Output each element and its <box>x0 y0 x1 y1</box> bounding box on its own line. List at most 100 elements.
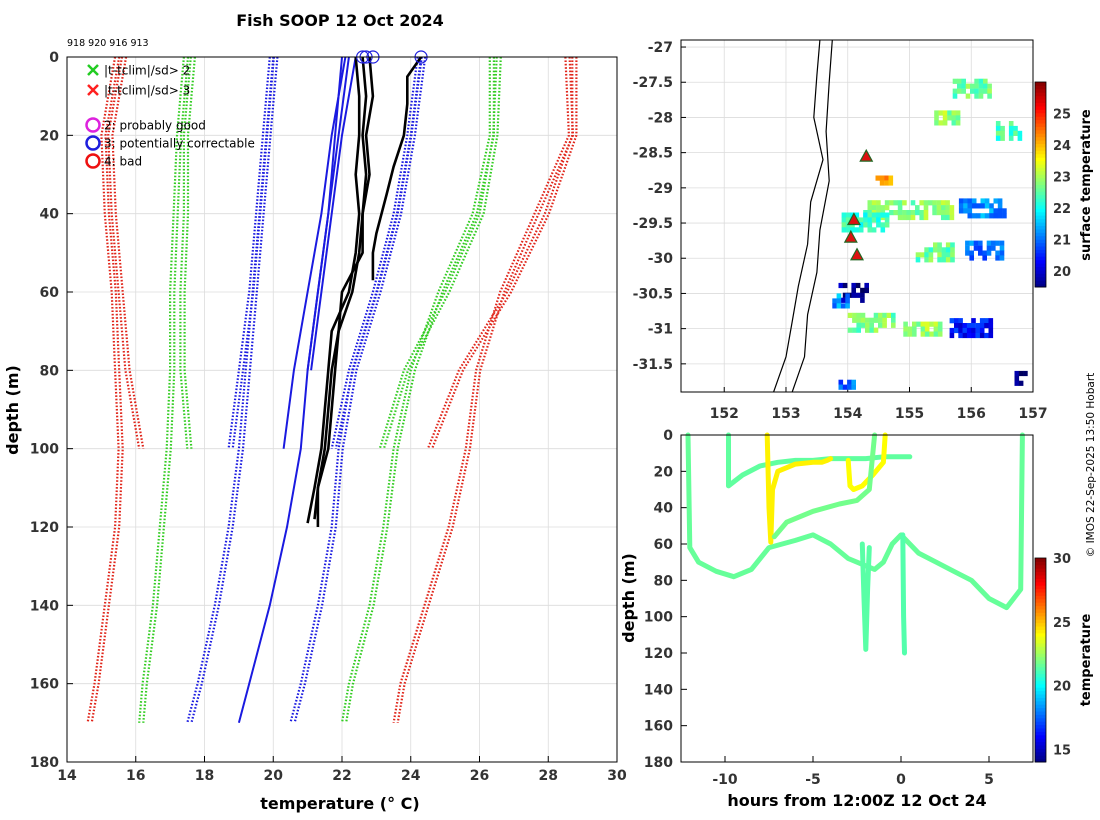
colorbar-swatch <box>1035 92 1046 97</box>
sst-pixel <box>880 227 886 233</box>
sst-pixel <box>955 110 961 116</box>
colorbar-swatch <box>1035 738 1046 743</box>
sst-pixel <box>880 212 886 218</box>
colorbar-swatch <box>1035 636 1046 641</box>
sst-pixel <box>993 198 999 204</box>
sst-pixel <box>987 83 992 89</box>
x-tick-label: -5 <box>805 772 821 788</box>
sst-pixel <box>978 245 983 251</box>
sst-pixel <box>976 203 981 209</box>
sst-pixel <box>832 298 837 304</box>
sst-pixel <box>934 115 939 121</box>
sst-pixel <box>856 322 861 328</box>
x-tick-label: 24 <box>401 768 421 784</box>
sst-pixel <box>962 323 968 329</box>
colorbar-tick-label: 22 <box>1053 202 1071 217</box>
sst-pixel <box>974 78 979 84</box>
sst-pixel <box>875 175 881 181</box>
colorbar-swatch <box>1035 575 1046 579</box>
sst-pixel <box>947 110 952 116</box>
sst-pixel <box>845 227 851 233</box>
sst-pixel <box>869 317 874 323</box>
sst-pixel <box>937 326 943 332</box>
colorbar-swatch <box>1035 218 1046 223</box>
sst-pixel <box>999 245 1005 251</box>
sst-pixel <box>949 205 955 211</box>
station-marker <box>849 247 865 261</box>
sst-pixel <box>970 88 975 94</box>
sst-pixel <box>970 83 975 89</box>
colorbar-swatch <box>1035 700 1046 705</box>
sst-pixel <box>854 227 860 233</box>
sst-pixel <box>933 331 939 337</box>
sst-pixel <box>934 110 939 116</box>
sst-pixel <box>982 250 987 256</box>
sst-pixel <box>971 318 976 324</box>
sst-pixel <box>963 203 968 209</box>
sst-pixel <box>867 217 873 223</box>
sst-pixel <box>937 247 942 253</box>
colorbar-swatch <box>1035 222 1046 226</box>
sst-pixel <box>893 200 898 206</box>
colorbar-swatch <box>1035 568 1046 573</box>
track-spike <box>859 541 872 652</box>
sst-pixel <box>988 332 994 339</box>
colorbar-swatch <box>1035 646 1046 651</box>
sst-pixel <box>932 210 937 216</box>
clim-mean-minus-3sd-100m <box>107 57 141 449</box>
colorbar-swatch <box>1035 85 1046 90</box>
sst-pixel <box>955 120 961 126</box>
time-depth-plot: -10 -5 0 5 0 20 40 60 80 100 120 140 160 180 15 20 25 30 t… <box>619 428 1094 810</box>
sst-pixel <box>851 292 856 298</box>
station-marker <box>859 148 874 162</box>
sst-pixel <box>856 317 861 323</box>
sst-pixel <box>1018 380 1024 386</box>
colorbar-swatch <box>1035 629 1046 634</box>
colorbar-swatch <box>1035 717 1046 722</box>
colorbar-swatch <box>1035 711 1046 715</box>
colorbar-label: temperature <box>1079 614 1094 707</box>
sst-pixel <box>949 327 955 334</box>
sst-pixel <box>865 317 870 323</box>
sst-pixel <box>845 298 850 304</box>
colorbar-swatch <box>1035 252 1046 257</box>
colorbar-swatch <box>1035 95 1046 100</box>
colorbar-swatch <box>1035 105 1046 110</box>
sst-pixel <box>876 217 881 223</box>
sst-pixel <box>995 250 1000 256</box>
sst-pixel <box>912 321 917 327</box>
colorbar-swatch <box>1035 242 1046 247</box>
colorbar-swatch <box>1035 745 1046 749</box>
profile-ids: 918 920 916 913 <box>67 38 149 49</box>
colorbar-tick-label: 21 <box>1053 234 1071 249</box>
colorbar-swatch <box>1035 690 1046 695</box>
sst-pixel <box>991 245 996 251</box>
y-tick-label: 20 <box>40 128 60 144</box>
profile-918 <box>306 57 361 524</box>
sst-pixel <box>1017 130 1023 136</box>
sst-pixel <box>942 110 948 116</box>
y-tick-label: 180 <box>30 755 59 771</box>
sst-pixel <box>971 332 976 339</box>
colorbar-swatch <box>1035 266 1046 271</box>
y-tick-label: 40 <box>654 501 674 517</box>
clim-mean-plus-3sd-100m-b <box>431 57 578 450</box>
y-tick-label: -27.5 <box>633 75 673 91</box>
x-tick-label: 26 <box>470 768 489 784</box>
plot-frame <box>680 434 1034 763</box>
colorbar-swatch <box>1035 194 1046 199</box>
sst-pixel <box>975 323 981 329</box>
profile-916 <box>316 57 375 527</box>
sst-pixel <box>847 379 852 385</box>
sst-pixel <box>865 322 870 328</box>
sst-pixel <box>951 115 957 121</box>
sst-pixel <box>860 297 865 303</box>
sst-pixel <box>851 282 856 289</box>
profile-traces <box>86 57 578 724</box>
sst-pixel <box>873 312 879 318</box>
sst-pixel <box>978 88 984 94</box>
sst-pixel <box>884 175 889 181</box>
sst-pixel <box>919 214 924 221</box>
sst-pixel <box>974 93 979 99</box>
sst-pixel <box>984 198 990 204</box>
